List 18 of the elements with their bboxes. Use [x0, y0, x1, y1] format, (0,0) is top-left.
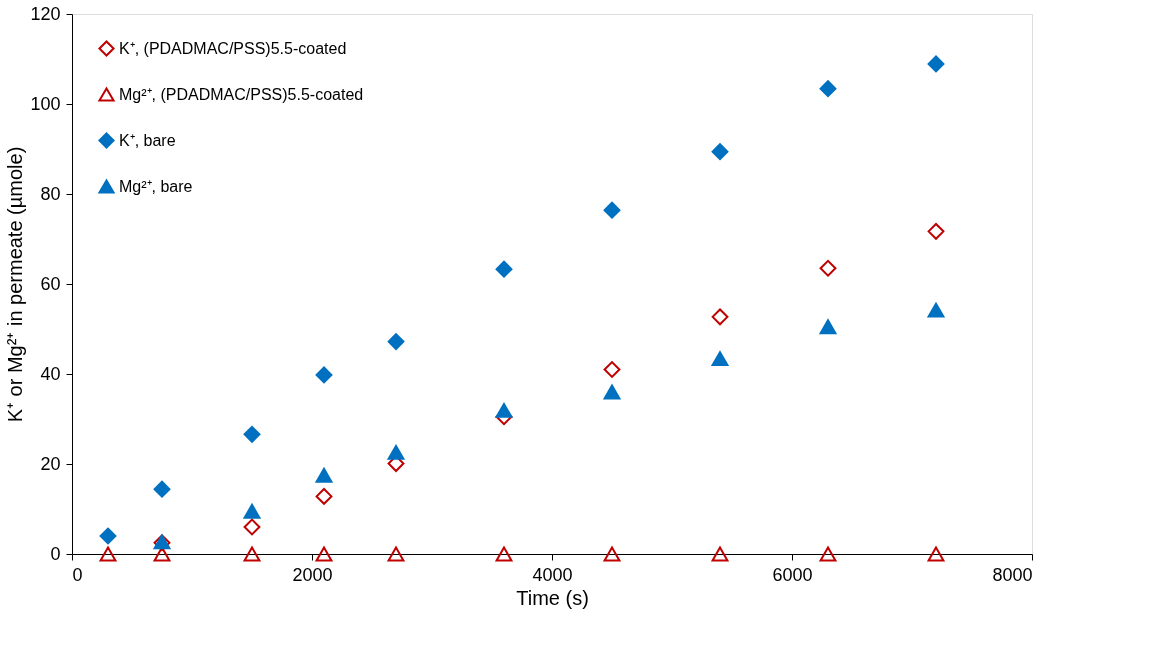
y-tick-label: 20 [40, 453, 61, 474]
y-axis-title: K⁺ or Mg²⁺ in permeate (µmole) [4, 146, 27, 423]
y-tick-label: 0 [50, 543, 61, 564]
legend-label: K⁺, (PDADMAC/PSS)5.5-coated [119, 39, 347, 57]
y-tick-label: 60 [40, 273, 61, 294]
y-tick-label: 40 [40, 363, 61, 384]
y-tick-label: 120 [30, 3, 61, 24]
x-tick-label: 6000 [772, 564, 813, 585]
legend-label: Mg²⁺, (PDADMAC/PSS)5.5-coated [119, 85, 364, 103]
x-axis-title: Time (s) [516, 586, 589, 609]
y-tick-label: 80 [40, 183, 61, 204]
legend-label: Mg²⁺, bare [119, 177, 193, 195]
x-tick-label: 8000 [992, 564, 1033, 585]
x-tick-label: 4000 [532, 564, 573, 585]
x-tick-label: 0 [72, 564, 83, 585]
legend-label: K⁺, bare [119, 131, 176, 149]
y-tick-label: 100 [30, 93, 61, 114]
x-tick-label: 2000 [292, 564, 333, 585]
